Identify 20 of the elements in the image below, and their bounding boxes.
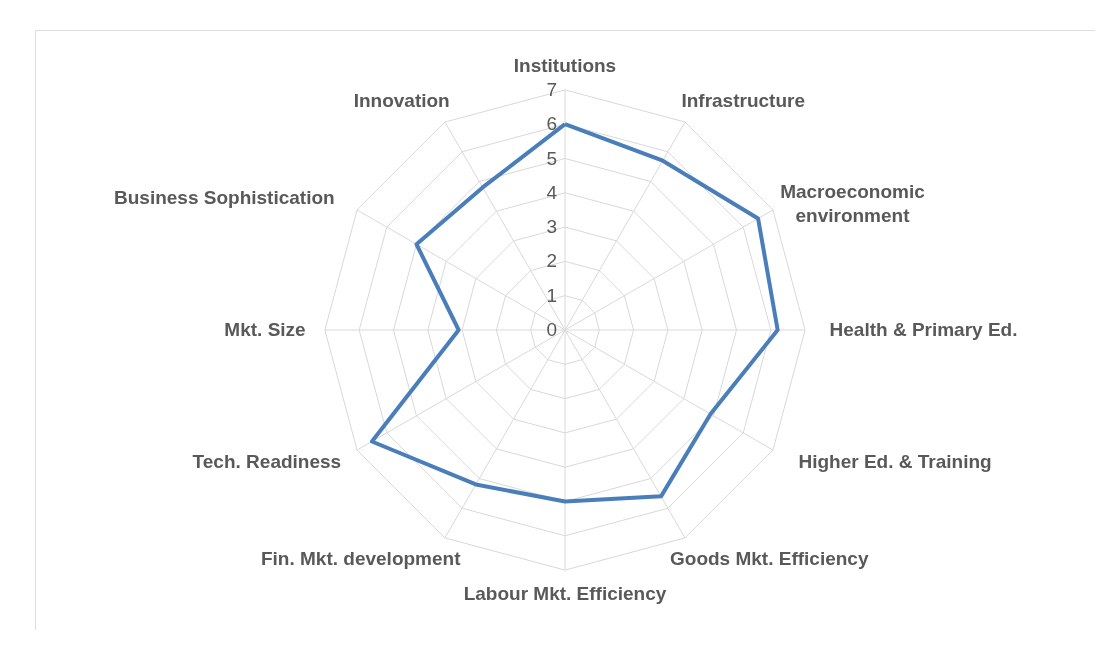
spoke-label: Institutions <box>513 54 617 76</box>
spoke-label: Infrastructure <box>681 90 805 112</box>
y-tick-label: 5 <box>546 147 557 169</box>
spoke-label: Tech. Readiness <box>192 451 342 473</box>
y-tick-label: 3 <box>546 216 557 238</box>
spoke-label: Business Sophistication <box>113 186 335 208</box>
y-tick-label: 2 <box>546 250 557 272</box>
spoke-label: Goods Mkt. Efficiency <box>670 547 869 569</box>
y-tick-label: 7 <box>546 78 557 100</box>
spoke-label: Fin. Mkt. development <box>260 547 462 569</box>
spoke-label: Higher Ed. & Training <box>798 451 992 473</box>
spoke-label: Macroeconomic environment <box>780 180 926 226</box>
y-tick-label: 0 <box>546 319 557 340</box>
y-tick-label: 6 <box>546 113 557 135</box>
y-tick-label: 4 <box>546 181 558 203</box>
spoke-label: Innovation <box>353 90 450 112</box>
spoke-label: Health & Primary Ed. <box>829 319 1018 340</box>
spoke-label: Mkt. Size <box>224 319 306 340</box>
spoke-label: Labour Mkt. Efficiency <box>463 583 667 605</box>
y-tick-label: 1 <box>546 284 557 306</box>
